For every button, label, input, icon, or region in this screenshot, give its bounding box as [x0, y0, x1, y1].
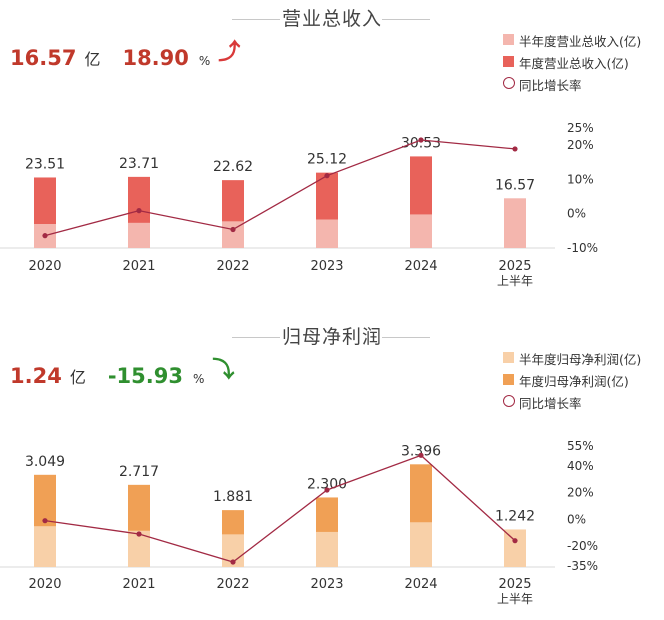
bar-value-label: 1.242: [495, 508, 535, 524]
bar-value-label: 30.53: [401, 135, 441, 151]
bar-value-label: 2.300: [307, 476, 347, 492]
y2-tick-label: 20%: [567, 138, 594, 152]
y2-tick-label: 25%: [567, 121, 594, 135]
growth-point-2021: [136, 208, 142, 214]
growth-line: [44, 454, 516, 563]
bar-value-label: 22.62: [213, 159, 253, 175]
bar-half-2024: [410, 214, 432, 248]
trend-up-icon: ⤴: [218, 40, 241, 65]
legend-label-growth: 同比增长率: [519, 78, 582, 93]
net-profit-panel: 归母净利润 1.24 亿 -15.93% ⤵ 半年度归母净利润(亿) 年度归母净利润(…: [0, 318, 664, 620]
x-tick-label: 2022: [216, 577, 249, 592]
growth-point-2023: [324, 487, 330, 493]
bar-half-2025: [504, 198, 526, 248]
title-rule-right: [382, 19, 430, 20]
trend-down-icon: ⤵: [212, 358, 235, 383]
revenue-unit: 亿: [84, 50, 101, 69]
growth-point-2025: [512, 146, 518, 152]
bar-value-label: 23.71: [119, 156, 159, 172]
net-profit-summary: 1.24 亿 -15.93% ⤵: [10, 358, 234, 392]
net-profit-growth: -15.93: [107, 364, 183, 388]
bar-value-label: 2.717: [119, 464, 159, 480]
y2-tick-label: 0%: [567, 512, 586, 526]
legend-label-annual: 年度营业总收入(亿): [519, 56, 629, 71]
x-tick-sublabel: 上半年: [497, 274, 533, 288]
x-tick-label: 2022: [216, 259, 249, 274]
legend-circle-icon: [503, 395, 515, 407]
x-tick-label: 2021: [122, 259, 155, 274]
bar-half-2024: [410, 522, 432, 567]
net-profit-title: 归母净利润: [281, 326, 382, 348]
bar-half-2021: [128, 222, 150, 248]
revenue-value: 16.57: [10, 46, 77, 70]
x-tick-sublabel: 上半年: [497, 592, 533, 606]
legend-label-half: 半年度营业总收入(亿): [519, 34, 642, 49]
growth-point-2020: [42, 233, 48, 239]
legend-swatch-half: [503, 34, 514, 45]
growth-line: [44, 139, 516, 237]
revenue-growth: 18.90: [122, 46, 189, 70]
y2-tick-label: 40%: [567, 459, 594, 473]
y2-tick-label: 20%: [567, 486, 594, 500]
growth-point-2022: [230, 226, 236, 233]
growth-point-2023: [324, 173, 330, 179]
revenue-chart: 23.51 2020 23.71 2021 22.62 2022 25.12 2023 30.5…: [0, 121, 598, 288]
bar-value-label: 25.12: [307, 152, 347, 168]
legend-label-growth: 同比增长率: [519, 396, 582, 411]
bar-half-2025: [504, 529, 526, 567]
x-tick-label: 2023: [310, 259, 343, 274]
x-tick-label: 2023: [310, 577, 343, 592]
net-profit-value: 1.24: [10, 364, 62, 388]
legend-label-annual: 年度归母净利润(亿): [519, 374, 629, 389]
x-tick-label: 2025: [498, 577, 531, 592]
y2-tick-label: -35%: [567, 559, 598, 573]
bar-half-2023: [316, 531, 338, 567]
revenue-title: 营业总收入: [281, 8, 382, 30]
revenue-pct-sign: %: [198, 54, 211, 68]
growth-point-2022: [230, 559, 236, 565]
y2-tick-label: -20%: [567, 539, 598, 553]
growth-point-2024: [418, 137, 424, 143]
growth-point-2024: [418, 452, 424, 458]
x-tick-label: 2020: [28, 259, 61, 274]
legend-circle-icon: [503, 77, 515, 89]
legend-swatch-half: [503, 352, 514, 363]
title-rule-right: [382, 337, 430, 338]
x-tick-label: 2021: [122, 577, 155, 592]
legend-swatch-annual: [503, 374, 514, 385]
net-profit-title-bar: 归母净利润: [0, 322, 664, 352]
bar-value-label: 1.881: [213, 489, 253, 505]
x-tick-label: 2020: [28, 577, 61, 592]
x-tick-label: 2024: [404, 259, 437, 274]
y2-tick-label: 55%: [567, 439, 594, 453]
net-profit-pct-sign: %: [192, 372, 205, 386]
revenue-panel: 营业总收入 16.57 亿 18.90% ⤴ 半年度营业总收入(亿) 年度营业总收入(…: [0, 0, 664, 300]
growth-point-2021: [136, 531, 142, 537]
bar-half-2020: [34, 526, 56, 567]
legend-swatch-annual: [503, 56, 514, 67]
growth-point-2025: [512, 538, 518, 544]
bar-value-label: 23.51: [25, 156, 65, 172]
x-tick-label: 2024: [404, 577, 437, 592]
y2-tick-label: 0%: [567, 207, 586, 221]
y2-tick-label: 10%: [567, 172, 594, 186]
bar-value-label: 3.396: [401, 443, 441, 459]
bar-value-label: 3.049: [25, 454, 65, 470]
title-rule-left: [232, 19, 280, 20]
y2-tick-label: -10%: [567, 241, 598, 255]
title-rule-left: [232, 337, 280, 338]
growth-point-2020: [42, 518, 48, 524]
bar-half-2023: [316, 219, 338, 248]
x-tick-label: 2025: [498, 259, 531, 274]
legend-label-half: 半年度归母净利润(亿): [519, 352, 642, 367]
bar-half-2022: [222, 534, 244, 567]
net-profit-unit: 亿: [69, 368, 86, 387]
bar-value-label: 16.57: [495, 177, 535, 193]
bar-half-2021: [128, 530, 150, 567]
revenue-summary: 16.57 亿 18.90% ⤴: [10, 40, 240, 74]
net-profit-chart: 3.049 2020 2.717 2021 1.881 2022 2.300 2023 3.39…: [0, 439, 598, 606]
revenue-title-bar: 营业总收入: [0, 4, 664, 34]
